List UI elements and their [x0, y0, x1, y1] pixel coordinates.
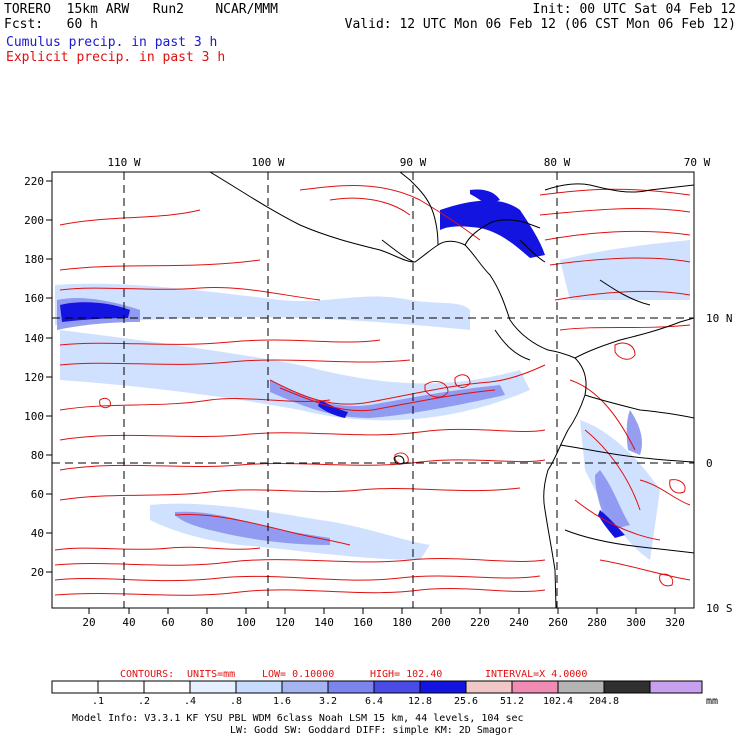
forecast-hour: Fcst: 60 h [4, 17, 98, 32]
lat-lon-grid [52, 172, 694, 608]
colorbar-label: 25.6 [454, 696, 478, 707]
contours-label: CONTOURS: [120, 669, 174, 680]
x-tick-label: 60 [161, 616, 174, 629]
coastlines [209, 172, 694, 608]
colorbar-swatch [327, 680, 375, 694]
colorbar-label: 51.2 [500, 696, 524, 707]
colorbar-swatch [97, 680, 145, 694]
colorbar-swatch [465, 680, 513, 694]
colorbar-label: 204.8 [589, 696, 619, 707]
colorbar-label: .4 [184, 696, 196, 707]
colorbar-swatch [649, 680, 703, 694]
lat-label: 0 [706, 457, 713, 470]
colorbar-swatch [143, 680, 191, 694]
colorbar-label: .2 [138, 696, 150, 707]
lat-label: 10 S [706, 602, 733, 615]
y-tick-label: 20 [31, 566, 44, 579]
colorbar-swatch [603, 680, 651, 694]
contours-low: LOW= 0.10000 [262, 669, 334, 680]
y-tick-label: 140 [24, 332, 44, 345]
explicit-precip-contours [54, 185, 691, 596]
colorbar-swatch [51, 680, 99, 694]
x-tick-label: 20 [82, 616, 95, 629]
y-tick-label: 100 [24, 410, 44, 423]
x-tick-label: 40 [122, 616, 135, 629]
y-tick-label: 220 [24, 175, 44, 188]
colorbar [51, 680, 703, 694]
lon-label: 110 W [107, 156, 140, 169]
model-info: Model Info: V3.3.1 KF YSU PBL WDM 6class… [72, 713, 524, 724]
contours-interval: INTERVAL=X 4.0000 [485, 669, 587, 680]
contours-units: UNITS=mm [187, 669, 235, 680]
field-cumulus-label: Cumulus precip. in past 3 h [6, 35, 218, 50]
x-tick-label: 260 [548, 616, 568, 629]
x-tick-label: 280 [587, 616, 607, 629]
y-tick-label: 200 [24, 214, 44, 227]
lon-label: 80 W [544, 156, 571, 169]
colorbar-label: 12.8 [408, 696, 432, 707]
colorbar-swatch [189, 680, 237, 694]
y-tick-label: 120 [24, 371, 44, 384]
x-tick-label: 180 [392, 616, 412, 629]
x-tick-label: 140 [314, 616, 334, 629]
y-tick-label: 60 [31, 488, 44, 501]
physics-info: LW: Godd SW: Goddard DIFF: simple KM: 2D… [230, 725, 513, 736]
x-tick-label: 160 [353, 616, 373, 629]
cumulus-precip-heavy [60, 189, 625, 538]
y-tick-label: 40 [31, 527, 44, 540]
x-tick-label: 100 [236, 616, 256, 629]
colorbar-swatch [557, 680, 605, 694]
lon-label: 100 W [251, 156, 284, 169]
header-line1-left: TORERO 15km ARW Run2 NCAR/MMM [4, 2, 278, 17]
colorbar-label: 6.4 [365, 696, 383, 707]
colorbar-swatch [419, 680, 467, 694]
colorbar-swatch [511, 680, 559, 694]
x-tick-label: 240 [509, 616, 529, 629]
x-tick-label: 120 [275, 616, 295, 629]
x-tick-label: 300 [626, 616, 646, 629]
field-explicit-label: Explicit precip. in past 3 h [6, 50, 226, 65]
valid-time: Valid: 12 UTC Mon 06 Feb 12 (06 CST Mon … [344, 17, 736, 32]
x-tick-label: 220 [470, 616, 490, 629]
lat-label: 10 N [706, 312, 733, 325]
contours-high: HIGH= 102.40 [370, 669, 442, 680]
colorbar-swatch [235, 680, 283, 694]
init-time: Init: 00 UTC Sat 04 Feb 12 [532, 2, 737, 17]
x-tick-label: 80 [200, 616, 213, 629]
lon-label: 70 W [684, 156, 711, 169]
colorbar-label: 3.2 [319, 696, 337, 707]
x-tick-label: 200 [431, 616, 451, 629]
colorbar-label: 1.6 [273, 696, 291, 707]
lon-label: 90 W [400, 156, 427, 169]
colorbar-label: 102.4 [543, 696, 573, 707]
colorbar-label: .8 [230, 696, 242, 707]
axis-ticks [46, 180, 676, 614]
colorbar-unit: mm [706, 696, 718, 707]
y-tick-label: 160 [24, 292, 44, 305]
y-tick-label: 80 [31, 449, 44, 462]
x-tick-label: 320 [665, 616, 685, 629]
y-tick-label: 180 [24, 253, 44, 266]
colorbar-swatch [373, 680, 421, 694]
colorbar-label: .1 [92, 696, 104, 707]
colorbar-swatch [281, 680, 329, 694]
